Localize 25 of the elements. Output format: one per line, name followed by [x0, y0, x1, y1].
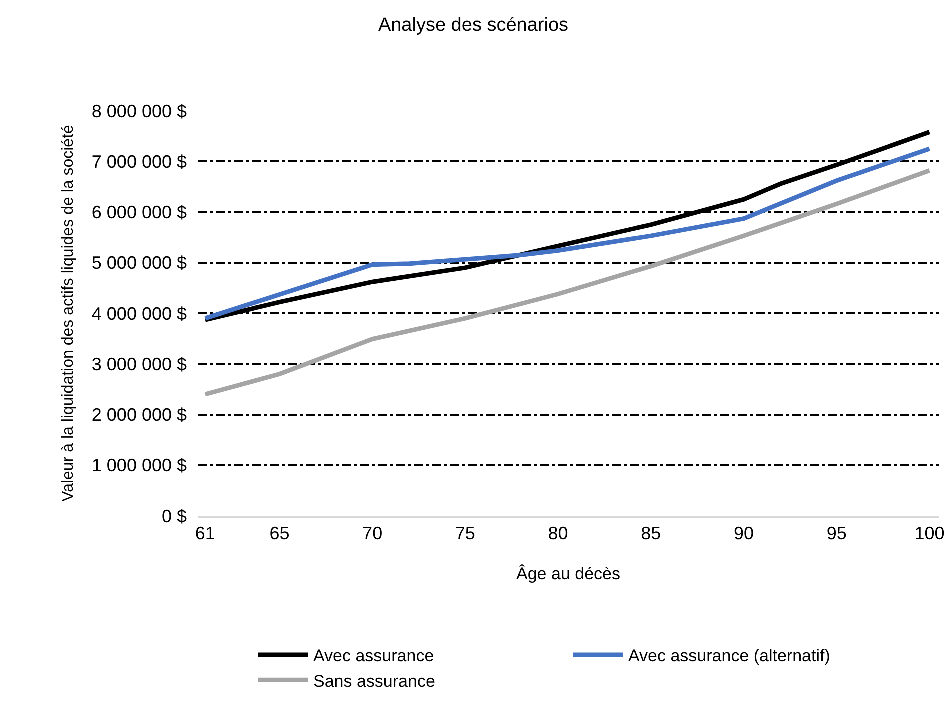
- legend-label: Avec assurance (alternatif): [628, 646, 830, 666]
- y-tick-label: 7 000 000 $: [92, 152, 187, 172]
- x-tick-label: 61: [195, 524, 216, 544]
- y-axis-title: Valeur à la liquidation des actifs liquides de la société: [60, 124, 77, 502]
- line-series: [203, 168, 932, 397]
- x-axis-title: Âge au décès: [516, 564, 620, 584]
- x-tick-label: 90: [734, 524, 754, 544]
- y-tick-label: 5 000 000 $: [92, 253, 187, 274]
- x-tick-label: 70: [362, 524, 383, 544]
- y-tick-label: 4 000 000 $: [92, 304, 187, 324]
- y-tick-label: 2 000 000 $: [92, 405, 187, 426]
- x-tick-label: 95: [826, 524, 847, 544]
- legend-label: Avec assurance: [314, 646, 434, 666]
- x-tick-label: 65: [270, 524, 290, 544]
- y-tick-label: 6 000 000 $: [92, 202, 187, 223]
- y-tick-label: 8 000 000 $: [92, 101, 187, 122]
- x-tick-label: 85: [641, 524, 662, 544]
- y-tick-label: 0 $: [162, 506, 187, 526]
- x-tick-label: 75: [455, 524, 476, 544]
- y-tick-label: 1 000 000 $: [92, 456, 187, 476]
- y-tick-label: 3 000 000 $: [92, 354, 187, 374]
- legend-label: Sans assurance: [314, 672, 436, 691]
- chart-title: Analyse des scénarios: [378, 14, 569, 36]
- x-tick-label: 100: [914, 524, 945, 544]
- x-tick-label: 80: [548, 524, 568, 544]
